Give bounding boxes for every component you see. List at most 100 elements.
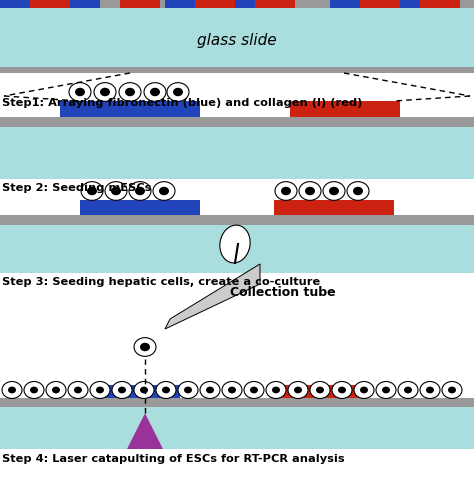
Ellipse shape — [354, 382, 374, 399]
Ellipse shape — [310, 382, 330, 399]
Ellipse shape — [398, 382, 418, 399]
Ellipse shape — [153, 182, 175, 200]
Bar — [420, 0, 460, 8]
Ellipse shape — [129, 182, 151, 200]
Ellipse shape — [30, 386, 38, 393]
Ellipse shape — [426, 386, 434, 393]
Bar — [105, 385, 180, 398]
Bar — [270, 385, 360, 398]
Ellipse shape — [347, 182, 369, 200]
Ellipse shape — [69, 82, 91, 101]
Polygon shape — [127, 413, 163, 449]
Bar — [120, 0, 160, 8]
Ellipse shape — [220, 225, 250, 263]
Ellipse shape — [323, 182, 345, 200]
Ellipse shape — [134, 382, 154, 399]
Ellipse shape — [338, 386, 346, 393]
Bar — [0, 407, 474, 449]
Ellipse shape — [275, 182, 297, 200]
Ellipse shape — [112, 382, 132, 399]
Ellipse shape — [353, 187, 363, 195]
Bar — [0, 127, 474, 179]
Ellipse shape — [87, 187, 97, 195]
Bar — [0, 0, 474, 8]
Ellipse shape — [159, 187, 169, 195]
Bar — [60, 101, 200, 117]
Text: Step 4: Laser catapulting of ESCs for RT-PCR analysis: Step 4: Laser catapulting of ESCs for RT… — [2, 454, 345, 464]
Ellipse shape — [244, 382, 264, 399]
Bar — [255, 0, 295, 8]
Bar — [30, 0, 70, 8]
Ellipse shape — [162, 386, 170, 393]
Ellipse shape — [24, 382, 44, 399]
Ellipse shape — [281, 187, 291, 195]
Ellipse shape — [332, 382, 352, 399]
Ellipse shape — [111, 187, 121, 195]
Ellipse shape — [156, 382, 176, 399]
Ellipse shape — [184, 386, 192, 393]
Bar — [360, 0, 400, 8]
Ellipse shape — [250, 386, 258, 393]
Ellipse shape — [119, 82, 141, 101]
Ellipse shape — [144, 82, 166, 101]
Bar — [60, 0, 100, 8]
Text: Step1: Arraying fibronectin (blue) and collagen (l) (red): Step1: Arraying fibronectin (blue) and c… — [2, 98, 363, 108]
Ellipse shape — [206, 386, 214, 393]
Bar — [274, 200, 394, 215]
Bar — [165, 0, 205, 8]
Ellipse shape — [448, 386, 456, 393]
Ellipse shape — [382, 386, 390, 393]
Text: glass slide: glass slide — [197, 32, 277, 48]
Text: Step 2: Seeding mESCs: Step 2: Seeding mESCs — [2, 183, 151, 193]
Ellipse shape — [118, 386, 126, 393]
Ellipse shape — [81, 182, 103, 200]
Bar — [290, 101, 400, 117]
Ellipse shape — [316, 386, 324, 393]
Ellipse shape — [125, 88, 135, 96]
Ellipse shape — [178, 382, 198, 399]
Ellipse shape — [329, 187, 339, 195]
Ellipse shape — [100, 88, 110, 96]
Ellipse shape — [305, 187, 315, 195]
Ellipse shape — [420, 382, 440, 399]
Ellipse shape — [294, 386, 302, 393]
Ellipse shape — [404, 386, 412, 393]
Ellipse shape — [2, 382, 22, 399]
Bar — [0, 0, 40, 8]
Ellipse shape — [442, 382, 462, 399]
Bar — [0, 67, 474, 73]
Bar — [0, 215, 474, 225]
Ellipse shape — [173, 88, 183, 96]
Ellipse shape — [299, 182, 321, 200]
Text: Step 3: Seeding hepatic cells, create a co-culture: Step 3: Seeding hepatic cells, create a … — [2, 277, 320, 287]
Ellipse shape — [228, 386, 236, 393]
Bar — [195, 0, 235, 8]
Bar — [225, 0, 265, 8]
Bar — [0, 398, 474, 407]
Ellipse shape — [90, 382, 110, 399]
Ellipse shape — [140, 386, 148, 393]
Ellipse shape — [8, 386, 16, 393]
Ellipse shape — [135, 187, 145, 195]
Bar — [330, 0, 370, 8]
Text: Collection tube: Collection tube — [230, 285, 336, 299]
Ellipse shape — [288, 382, 308, 399]
Ellipse shape — [96, 386, 104, 393]
Ellipse shape — [150, 88, 160, 96]
Ellipse shape — [74, 386, 82, 393]
Polygon shape — [165, 264, 260, 329]
Ellipse shape — [376, 382, 396, 399]
Ellipse shape — [68, 382, 88, 399]
Bar — [0, 117, 474, 127]
Ellipse shape — [222, 382, 242, 399]
Ellipse shape — [200, 382, 220, 399]
Bar — [0, 225, 474, 273]
Ellipse shape — [75, 88, 85, 96]
Bar — [390, 0, 430, 8]
Ellipse shape — [94, 82, 116, 101]
Ellipse shape — [105, 182, 127, 200]
Bar — [80, 200, 200, 215]
Ellipse shape — [46, 382, 66, 399]
Bar — [0, 8, 474, 67]
Ellipse shape — [272, 386, 280, 393]
